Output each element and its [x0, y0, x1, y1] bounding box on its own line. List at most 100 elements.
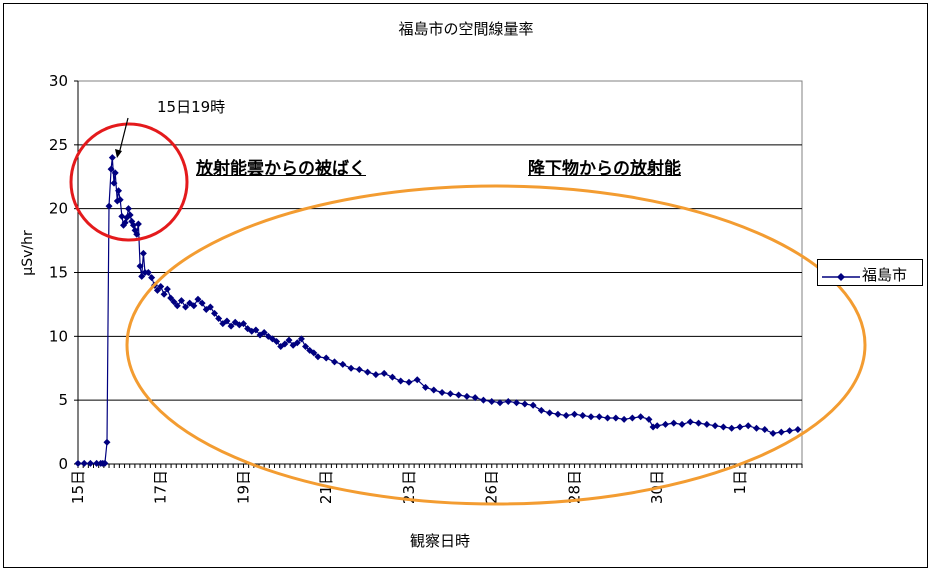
data-point	[686, 418, 694, 426]
data-point	[163, 285, 171, 293]
data-point	[252, 326, 260, 334]
data-point	[105, 202, 113, 210]
data-point	[211, 309, 219, 317]
overlay-layer	[69, 117, 867, 506]
data-point	[322, 354, 330, 362]
y-tick-label-15: 15	[49, 264, 68, 282]
data-point	[223, 317, 231, 325]
data-point	[752, 424, 760, 432]
data-point	[157, 283, 165, 291]
data-point	[645, 415, 653, 423]
data-point	[546, 409, 554, 417]
data-point	[471, 394, 479, 402]
data-point	[80, 459, 88, 467]
data-point	[620, 415, 628, 423]
y-axis-label: μSv/hr	[20, 230, 36, 276]
data-point	[562, 411, 570, 419]
data-point	[103, 438, 111, 446]
data-point	[138, 272, 146, 280]
data-point	[273, 337, 281, 345]
data-point	[177, 297, 185, 305]
data-point	[314, 353, 322, 361]
data-point	[93, 459, 101, 467]
data-point	[139, 249, 147, 257]
grid-layer	[78, 144, 802, 401]
data-point	[293, 339, 301, 347]
y-tick-label-20: 20	[49, 200, 68, 218]
data-point	[126, 211, 134, 219]
legend: 福島市	[817, 259, 923, 286]
data-point	[110, 179, 118, 187]
y-tick-label-0: 0	[58, 455, 68, 473]
data-point	[695, 419, 703, 427]
data-point	[190, 302, 198, 310]
data-point	[339, 360, 347, 368]
data-point	[167, 294, 175, 302]
y-tick-label-30: 30	[49, 72, 68, 90]
data-point	[670, 419, 678, 427]
data-point	[281, 340, 289, 348]
annotation-peak-time: 15日19時	[157, 98, 226, 116]
data-point	[170, 298, 178, 306]
data-point	[118, 212, 126, 220]
data-point	[302, 343, 310, 351]
data-point	[637, 413, 645, 421]
y-tick-label-5: 5	[58, 391, 68, 409]
data-point	[413, 376, 421, 384]
data-point	[446, 390, 454, 398]
legend-swatch	[822, 273, 860, 281]
data-point	[397, 377, 405, 385]
data-point	[101, 459, 109, 467]
data-point	[285, 336, 293, 344]
data-point	[579, 411, 587, 419]
data-point	[744, 422, 752, 430]
y-tick-label-10: 10	[49, 327, 68, 345]
data-point	[769, 429, 777, 437]
data-point	[173, 302, 181, 310]
data-point	[479, 396, 487, 404]
data-point	[595, 413, 603, 421]
data-point	[678, 420, 686, 428]
data-point	[604, 414, 612, 422]
x-tick-label-5: 26日	[483, 470, 501, 504]
data-point	[215, 314, 223, 322]
data-point	[653, 422, 661, 430]
data-point	[107, 165, 115, 173]
data-point	[438, 389, 446, 397]
data-point	[116, 196, 124, 204]
x-tick-label-2: 19日	[234, 470, 252, 504]
data-point	[182, 303, 190, 311]
data-point	[108, 154, 116, 162]
data-point	[144, 269, 152, 276]
data-point	[455, 391, 463, 399]
data-point	[761, 426, 769, 434]
data-point	[198, 299, 206, 307]
data-point	[194, 295, 202, 303]
series-layer	[74, 154, 802, 467]
data-point	[786, 427, 794, 435]
data-point	[711, 422, 719, 430]
data-point	[227, 322, 235, 330]
data-point	[661, 420, 669, 428]
chart-title: 福島市の空間線量率	[398, 20, 534, 38]
data-point	[297, 335, 305, 343]
data-point	[537, 406, 545, 414]
data-point	[513, 399, 521, 407]
x-tick-label-1: 17日	[152, 470, 170, 504]
annotation-fallout: 降下物からの放射能	[528, 159, 681, 179]
data-point	[703, 420, 711, 428]
x-tick-label-8: 1日	[731, 470, 749, 495]
data-point	[364, 368, 372, 376]
data-point	[160, 290, 168, 298]
data-point	[587, 413, 595, 421]
data-point	[260, 329, 268, 337]
data-point	[239, 320, 247, 328]
data-point	[388, 373, 396, 381]
legend-entry-fukushima: 福島市	[862, 266, 908, 284]
data-point	[133, 230, 141, 238]
data-point	[521, 400, 529, 408]
data-point	[496, 399, 504, 407]
data-point	[148, 274, 156, 282]
data-point	[134, 220, 142, 228]
